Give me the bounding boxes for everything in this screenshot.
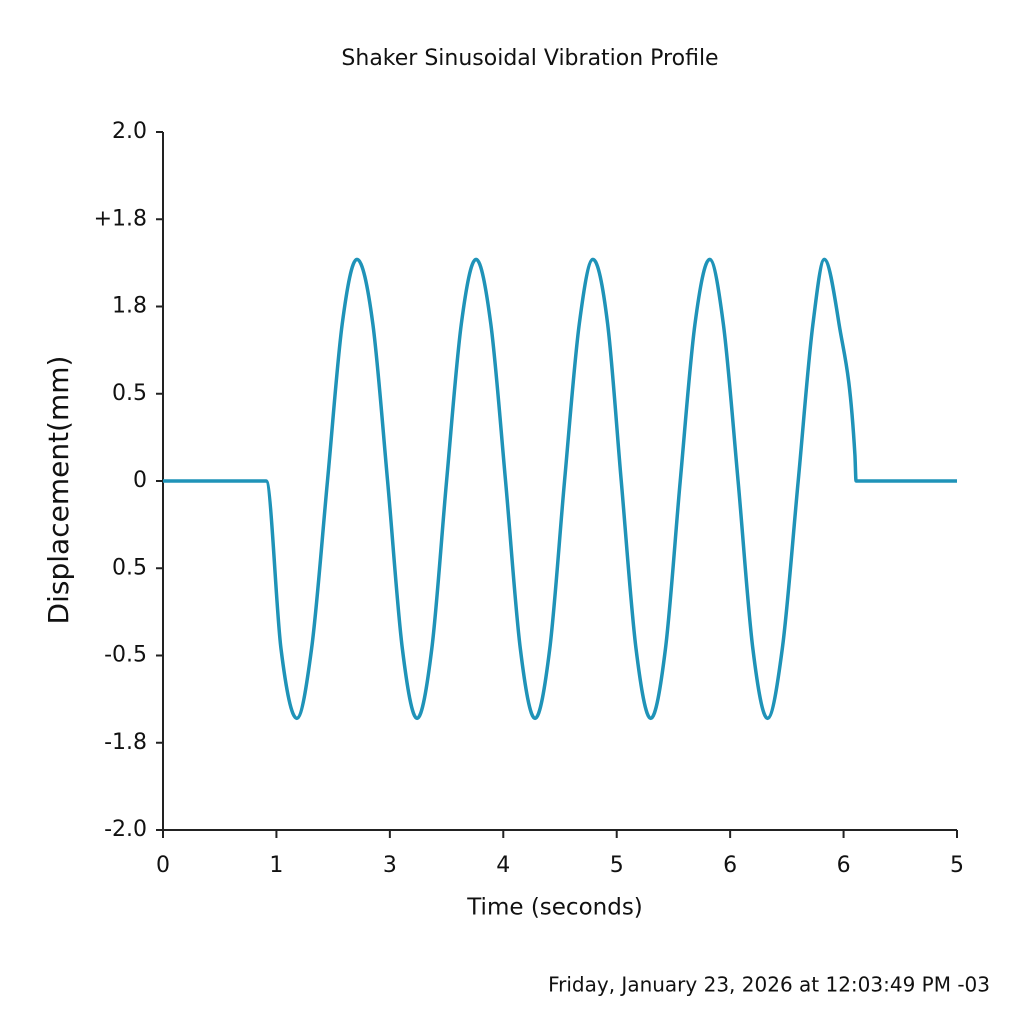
y-tick-label: 2.0 xyxy=(112,119,147,144)
y-axis-label: Displacement(mm) xyxy=(42,356,75,625)
x-tick-label: 1 xyxy=(269,853,283,878)
x-tick-label: 3 xyxy=(383,853,397,878)
x-tick-label: 6 xyxy=(837,853,851,878)
y-tick-label: -1.8 xyxy=(104,730,147,755)
y-tick-label: 1.8 xyxy=(112,294,147,319)
x-tick-label: 4 xyxy=(496,853,510,878)
y-tick-label: 0.5 xyxy=(112,381,147,406)
y-tick-label: 0 xyxy=(133,468,147,493)
data-line xyxy=(163,257,957,721)
x-tick-label: 5 xyxy=(610,853,624,878)
y-tick-label: +1.8 xyxy=(94,206,147,231)
x-tick-label: 0 xyxy=(156,853,170,878)
chart-title: Shaker Sinusoidal Vibration Profile xyxy=(341,46,718,71)
timestamp: Friday, January 23, 2026 at 12:03:49 PM … xyxy=(548,973,990,997)
x-tick-label: 5 xyxy=(950,853,964,878)
y-tick-label: -0.5 xyxy=(104,643,147,668)
x-axis-label: Time (seconds) xyxy=(466,895,643,921)
y-tick-label: -2.0 xyxy=(104,817,147,842)
x-tick-label: 6 xyxy=(723,853,737,878)
y-tick-label: 0.5 xyxy=(112,555,147,580)
